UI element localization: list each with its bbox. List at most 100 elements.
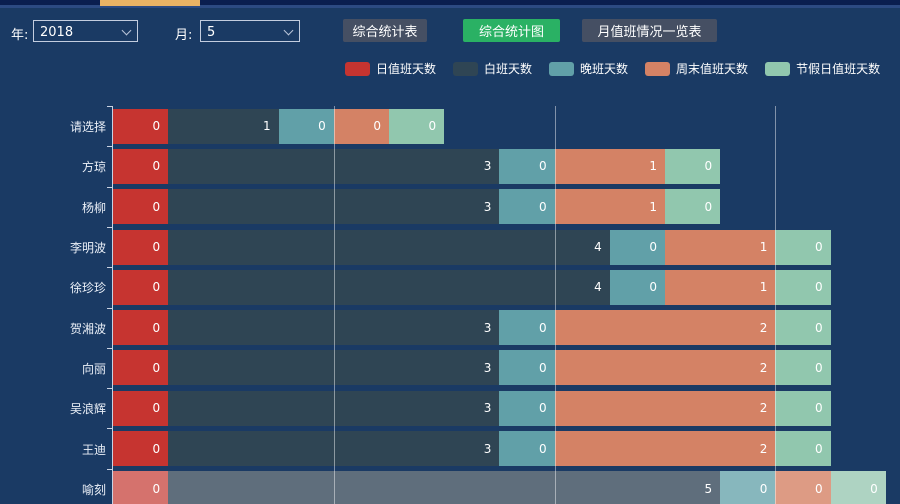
bar-value-label: 0 <box>152 119 161 134</box>
bar-segment[interactable]: 0 <box>113 108 169 144</box>
bar-segment[interactable]: 0 <box>113 350 169 386</box>
bar-segment[interactable]: 0 <box>499 310 555 346</box>
legend-item[interactable]: 晚班天数 <box>549 60 628 77</box>
bar-segment[interactable]: 0 <box>775 350 831 386</box>
bar-segment[interactable]: 3 <box>168 310 500 346</box>
legend-item[interactable]: 白班天数 <box>453 60 532 77</box>
bar-segment[interactable]: 3 <box>168 189 500 225</box>
bar-segment[interactable]: 0 <box>609 269 665 305</box>
bar-value-label: 2 <box>759 320 768 335</box>
bar-segment[interactable]: 1 <box>665 229 776 265</box>
legend-item[interactable]: 日值班天数 <box>345 60 436 77</box>
summary-chart-button[interactable]: 综合统计图 <box>463 19 560 42</box>
bar-value-label: 0 <box>814 280 823 295</box>
bar-value-label: 1 <box>649 199 657 214</box>
y-axis-label: 徐珍珍 <box>69 281 106 296</box>
legend-label: 节假日值班天数 <box>796 62 881 76</box>
y-axis-label: 请选择 <box>69 120 106 135</box>
bar-segment[interactable]: 0 <box>113 471 169 504</box>
bar-segment[interactable]: 0 <box>499 390 555 426</box>
month-select[interactable] <box>200 20 300 43</box>
bar-value-label: 0 <box>538 360 547 375</box>
bar-segment[interactable]: 0 <box>499 350 555 386</box>
bar-value-label: 3 <box>483 360 492 375</box>
legend-swatch <box>549 61 575 76</box>
bar-segment[interactable]: 0 <box>113 431 169 466</box>
bar-segment[interactable]: 0 <box>113 189 169 225</box>
legend-label: 白班天数 <box>484 62 533 76</box>
bar-segment[interactable]: 0 <box>278 108 334 144</box>
bar-value-label: 4 <box>594 240 602 254</box>
bar-segment[interactable]: 0 <box>830 471 886 504</box>
bar-segment[interactable]: 0 <box>775 229 831 265</box>
bar-segment[interactable]: 1 <box>168 108 279 144</box>
legend-swatch <box>765 61 791 76</box>
summary-table-button[interactable]: 综合统计表 <box>343 19 427 42</box>
bar-value-label: 0 <box>152 240 161 254</box>
bar-segment[interactable]: 3 <box>168 350 500 386</box>
y-axis-label: 李明波 <box>69 241 106 256</box>
bar-segment[interactable]: 3 <box>168 148 500 184</box>
bar-segment[interactable]: 0 <box>499 189 555 225</box>
bar-segment[interactable]: 3 <box>168 431 500 466</box>
bar-value-label: 0 <box>814 240 823 254</box>
bar-segment[interactable]: 1 <box>554 189 665 225</box>
gridline <box>554 106 556 504</box>
gridline <box>775 106 777 504</box>
bar-segment[interactable]: 0 <box>775 310 831 346</box>
monthly-duty-overview-button[interactable]: 月值班情况一览表 <box>582 19 717 42</box>
bar-segment[interactable]: 0 <box>775 431 831 466</box>
month-input[interactable] <box>201 22 299 43</box>
bar-value-label: 5 <box>704 481 713 496</box>
bar-segment[interactable]: 0 <box>389 108 445 144</box>
bar-value-label: 0 <box>814 360 823 375</box>
y-axis-tick <box>107 226 112 228</box>
bar-segment[interactable]: 2 <box>554 390 776 426</box>
y-axis-tick <box>107 428 112 430</box>
bar-segment[interactable]: 0 <box>665 148 721 184</box>
bar-segment[interactable]: 0 <box>113 148 169 184</box>
y-axis-tick <box>107 106 112 107</box>
legend-label: 周末值班天数 <box>676 62 749 76</box>
bar-segment[interactable]: 0 <box>113 269 169 305</box>
bar-segment[interactable]: 0 <box>720 471 776 504</box>
bar-segment[interactable]: 0 <box>775 390 831 426</box>
bar-value-label: 3 <box>483 441 492 456</box>
bar-segment[interactable]: 0 <box>775 269 831 305</box>
legend-item[interactable]: 周末值班天数 <box>645 60 748 77</box>
bar-segment[interactable]: 2 <box>554 310 776 346</box>
bar-segment[interactable]: 1 <box>554 148 665 184</box>
bar-segment[interactable]: 3 <box>168 390 500 426</box>
bar-segment[interactable]: 5 <box>168 471 721 504</box>
bar-segment[interactable]: 0 <box>113 229 169 265</box>
bar-segment[interactable]: 1 <box>665 269 776 305</box>
bar-segment[interactable]: 0 <box>499 431 555 466</box>
bar-segment[interactable]: 0 <box>775 471 831 504</box>
legend-label: 晚班天数 <box>580 62 629 76</box>
bar-value-label: 0 <box>428 119 437 134</box>
bar-value-label: 3 <box>483 320 492 335</box>
bar-value-label: 0 <box>152 481 161 496</box>
year-input[interactable] <box>34 22 137 43</box>
bar-segment[interactable]: 4 <box>168 229 610 265</box>
bar-segment[interactable]: 0 <box>665 189 721 225</box>
bar-segment[interactable]: 2 <box>554 350 776 386</box>
bar-value-label: 0 <box>373 119 381 134</box>
year-select[interactable] <box>33 20 138 43</box>
legend-item[interactable]: 节假日值班天数 <box>765 60 880 77</box>
window-top-strip <box>0 0 900 8</box>
bar-value-label: 0 <box>538 320 547 335</box>
bar-segment[interactable]: 2 <box>554 431 776 466</box>
bar-value-label: 1 <box>262 119 271 134</box>
bar-segment[interactable]: 0 <box>499 148 555 184</box>
bar-segment[interactable]: 0 <box>113 390 169 426</box>
bar-segment[interactable]: 0 <box>609 229 665 265</box>
bar-segment[interactable]: 0 <box>113 310 169 346</box>
bar-value-label: 3 <box>483 401 492 416</box>
bar-value-label: 2 <box>759 401 768 416</box>
bar-segment[interactable]: 4 <box>168 269 610 305</box>
bar-segment[interactable]: 0 <box>333 108 389 144</box>
bar-value-label: 2 <box>759 441 768 456</box>
